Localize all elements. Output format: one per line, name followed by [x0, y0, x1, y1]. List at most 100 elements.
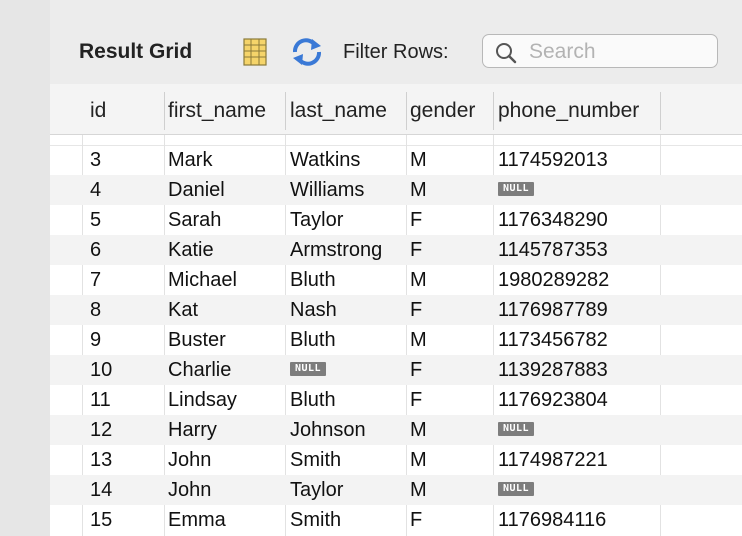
cell-gender[interactable]: F — [410, 299, 423, 321]
cell-id[interactable]: 12 — [90, 419, 113, 441]
cell-id[interactable]: 15 — [90, 509, 113, 531]
cell-last-name[interactable]: Smith — [290, 449, 342, 471]
cell-gender[interactable]: F — [410, 239, 423, 261]
null-badge: NULL — [498, 421, 535, 436]
cell-phone-number[interactable]: NULL — [492, 175, 660, 205]
cell-first-name[interactable]: Michael — [168, 269, 237, 291]
cell-id[interactable]: 13 — [90, 449, 113, 471]
cell-last-name[interactable]: Taylor — [290, 209, 344, 231]
column-header-gender[interactable]: gender — [410, 99, 476, 122]
cell-gender[interactable]: M — [410, 329, 427, 351]
search-input[interactable] — [527, 39, 711, 65]
table-row[interactable]: 5 Sarah Taylor F 1176348290 — [50, 205, 742, 235]
cell-phone-number[interactable]: 1174592013 — [498, 149, 608, 171]
table-row[interactable]: 7 Michael Bluth M 1980289282 — [50, 265, 742, 295]
filter-search-box[interactable] — [482, 34, 718, 68]
cell-last-name[interactable]: Nash — [290, 299, 337, 321]
cell-gender[interactable]: F — [410, 389, 423, 411]
cell-gender[interactable]: M — [410, 479, 427, 501]
table-row[interactable]: 3 Mark Watkins M 1174592013 — [50, 145, 742, 175]
cell-id[interactable]: 9 — [90, 329, 102, 351]
column-gridline — [493, 135, 494, 536]
cell-gender[interactable]: M — [410, 419, 427, 441]
cell-id[interactable]: 6 — [90, 239, 102, 261]
grid-view-icon[interactable] — [243, 38, 267, 66]
cell-gender[interactable]: F — [410, 209, 423, 231]
cell-first-name[interactable]: John — [168, 479, 212, 501]
cell-first-name[interactable]: Harry — [168, 419, 217, 441]
cell-last-name[interactable]: Williams — [290, 179, 365, 201]
result-grid-table[interactable]: id first_name last_name gender phone_num… — [50, 84, 742, 536]
cell-gender[interactable]: F — [410, 359, 423, 381]
cell-last-name[interactable]: Watkins — [290, 149, 361, 171]
column-header-phone-number[interactable]: phone_number — [498, 99, 640, 122]
cell-first-name[interactable]: Daniel — [168, 179, 225, 201]
null-badge: NULL — [498, 481, 535, 496]
cell-phone-number[interactable]: 1176984116 — [498, 509, 607, 531]
column-divider[interactable] — [285, 92, 286, 130]
column-divider[interactable] — [660, 92, 661, 130]
result-grid-toolbar: Result Grid Filter Rows: — [50, 0, 742, 84]
cell-phone-number[interactable]: NULL — [492, 475, 660, 505]
cell-id[interactable]: 4 — [90, 179, 102, 201]
cell-phone-number[interactable]: NULL — [492, 415, 660, 445]
cell-gender[interactable]: M — [410, 449, 427, 471]
cell-last-name[interactable]: Johnson — [290, 419, 366, 441]
cell-id[interactable]: 7 — [90, 269, 102, 291]
cell-phone-number[interactable]: 1139287883 — [498, 359, 608, 381]
cell-last-name[interactable]: Armstrong — [290, 239, 383, 261]
cell-first-name[interactable]: Charlie — [168, 359, 232, 381]
table-row[interactable]: 12 Harry Johnson M NULL — [50, 415, 742, 445]
column-header-id[interactable]: id — [90, 99, 107, 122]
cell-gender[interactable]: M — [410, 149, 427, 171]
left-gutter — [0, 0, 50, 536]
cell-last-name[interactable]: NULL — [284, 355, 406, 385]
cell-last-name[interactable]: Bluth — [290, 389, 336, 411]
table-row[interactable]: 10 Charlie NULL F 1139287883 — [50, 355, 742, 385]
cell-phone-number[interactable]: 1174987221 — [498, 449, 608, 471]
column-divider[interactable] — [493, 92, 494, 130]
cell-phone-number[interactable]: 1176923804 — [498, 389, 608, 411]
cell-phone-number[interactable]: 1980289282 — [498, 269, 610, 291]
cell-id[interactable]: 14 — [90, 479, 113, 501]
column-header-last-name[interactable]: last_name — [290, 99, 387, 122]
table-row[interactable]: 6 Katie Armstrong F 1145787353 — [50, 235, 742, 265]
cell-last-name[interactable]: Taylor — [290, 479, 344, 501]
cell-first-name[interactable]: Buster — [168, 329, 226, 351]
cell-phone-number[interactable]: 1145787353 — [498, 239, 608, 261]
cell-gender[interactable]: M — [410, 269, 427, 291]
refresh-icon[interactable] — [291, 37, 323, 67]
table-row[interactable]: 9 Buster Bluth M 1173456782 — [50, 325, 742, 355]
cell-last-name[interactable]: Bluth — [290, 329, 336, 351]
table-row[interactable]: 4 Daniel Williams M NULL — [50, 175, 742, 205]
cell-gender[interactable]: F — [410, 509, 423, 531]
column-header-first-name[interactable]: first_name — [168, 99, 267, 122]
cell-id[interactable]: 3 — [90, 149, 102, 171]
cell-first-name[interactable]: Sarah — [168, 209, 222, 231]
cell-last-name[interactable]: Smith — [290, 509, 342, 531]
cell-last-name[interactable]: Bluth — [290, 269, 336, 291]
cell-id[interactable]: 8 — [90, 299, 102, 321]
cell-phone-number[interactable]: 1176987789 — [498, 299, 608, 321]
grid-header-row: id first_name last_name gender phone_num… — [50, 84, 742, 135]
cell-phone-number[interactable]: 1176348290 — [498, 209, 608, 231]
cell-id[interactable]: 11 — [90, 389, 111, 411]
cell-first-name[interactable]: Lindsay — [168, 389, 237, 411]
table-row[interactable]: 11 Lindsay Bluth F 1176923804 — [50, 385, 742, 415]
column-divider[interactable] — [406, 92, 407, 130]
column-gridline — [82, 135, 83, 536]
cell-first-name[interactable]: Kat — [168, 299, 199, 321]
table-row[interactable]: 15 Emma Smith F 1176984116 — [50, 505, 742, 535]
column-divider[interactable] — [164, 92, 165, 130]
cell-first-name[interactable]: Katie — [168, 239, 214, 261]
table-row[interactable]: 13 John Smith M 1174987221 — [50, 445, 742, 475]
cell-id[interactable]: 5 — [90, 209, 102, 231]
cell-id[interactable]: 10 — [90, 359, 113, 381]
cell-first-name[interactable]: Mark — [168, 149, 213, 171]
cell-gender[interactable]: M — [410, 179, 427, 201]
table-row[interactable]: 8 Kat Nash F 1176987789 — [50, 295, 742, 325]
table-row[interactable]: 14 John Taylor M NULL — [50, 475, 742, 505]
cell-phone-number[interactable]: 1173456782 — [498, 329, 608, 351]
cell-first-name[interactable]: Emma — [168, 509, 226, 531]
cell-first-name[interactable]: John — [168, 449, 212, 471]
